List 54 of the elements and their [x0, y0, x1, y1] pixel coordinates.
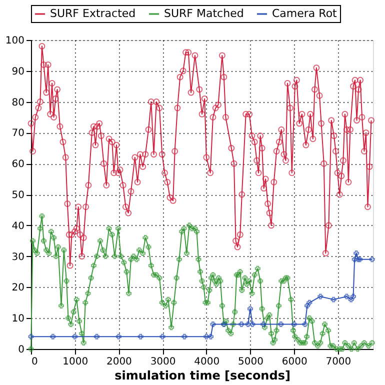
y-tick-label: 30	[12, 252, 24, 263]
point	[204, 334, 210, 340]
legend-label: SURF Extracted	[50, 7, 136, 20]
point	[304, 303, 310, 308]
point	[160, 334, 166, 340]
point	[291, 322, 297, 328]
point	[260, 322, 266, 328]
point	[302, 322, 308, 328]
point	[116, 334, 122, 340]
x-tick-label: 1000	[62, 356, 88, 368]
point	[369, 256, 375, 262]
point	[208, 334, 214, 340]
y-tick-label: 70	[12, 128, 24, 140]
point	[28, 334, 34, 340]
point	[344, 294, 350, 300]
point	[94, 334, 100, 340]
y-tick-label: 40	[12, 220, 24, 232]
point	[245, 322, 251, 328]
legend-label: SURF Matched	[164, 7, 244, 20]
point	[210, 322, 216, 328]
x-axis-title: simulation time [seconds]	[114, 368, 290, 382]
point	[352, 256, 358, 262]
point	[354, 250, 360, 256]
x-tick-label: 3000	[150, 356, 176, 368]
point	[182, 334, 188, 340]
point	[350, 294, 356, 300]
x-tick-label: 4000	[194, 356, 220, 368]
point	[318, 294, 324, 300]
y-tick-label: 50	[12, 190, 24, 201]
x-tick-label: 6000	[282, 356, 308, 368]
y-tick-label: 20	[12, 282, 24, 294]
point	[72, 334, 78, 340]
x-tick-label: 2000	[106, 356, 132, 368]
point	[250, 322, 256, 328]
point	[138, 334, 144, 340]
x-tick-label: 0	[32, 356, 38, 368]
y-tick-label: 100	[5, 36, 24, 46]
point	[306, 300, 312, 306]
y-tick-label: 60	[12, 159, 24, 170]
x-tick-label: 7000	[326, 356, 352, 368]
point	[348, 296, 354, 302]
y-tick-label: 90	[12, 66, 24, 78]
y-tick-label: 10	[12, 314, 24, 325]
point	[355, 256, 361, 262]
point	[330, 296, 336, 302]
point	[357, 256, 363, 262]
point	[50, 334, 56, 340]
y-tick-label: 80	[12, 97, 24, 108]
point	[247, 306, 253, 312]
point	[238, 322, 244, 328]
legend-label: Camera Rot	[272, 7, 338, 20]
y-tick-label: 0	[18, 344, 24, 356]
x-tick-label: 5000	[238, 356, 264, 368]
point	[278, 322, 284, 328]
